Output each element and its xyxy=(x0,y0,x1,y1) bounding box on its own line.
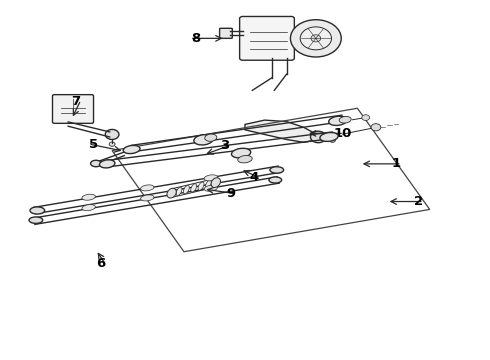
Circle shape xyxy=(311,131,326,143)
Ellipse shape xyxy=(194,135,213,145)
Ellipse shape xyxy=(320,132,338,141)
Text: 10: 10 xyxy=(334,127,352,140)
Text: 8: 8 xyxy=(191,32,200,45)
Ellipse shape xyxy=(183,185,189,194)
Ellipse shape xyxy=(213,179,219,187)
Text: 4: 4 xyxy=(250,171,259,184)
Ellipse shape xyxy=(270,167,284,173)
Ellipse shape xyxy=(211,178,220,188)
Circle shape xyxy=(362,115,369,121)
Text: 1: 1 xyxy=(392,157,401,170)
Ellipse shape xyxy=(339,116,351,123)
Text: 2: 2 xyxy=(414,195,423,208)
Ellipse shape xyxy=(191,184,196,192)
Ellipse shape xyxy=(29,217,43,224)
Ellipse shape xyxy=(269,177,282,183)
Ellipse shape xyxy=(123,145,140,154)
Text: 6: 6 xyxy=(96,257,105,270)
Ellipse shape xyxy=(99,160,115,168)
Ellipse shape xyxy=(169,189,174,197)
Ellipse shape xyxy=(204,185,218,191)
Ellipse shape xyxy=(198,182,204,190)
Circle shape xyxy=(371,124,381,131)
Ellipse shape xyxy=(167,188,176,198)
Ellipse shape xyxy=(204,175,218,181)
Ellipse shape xyxy=(82,204,96,211)
Ellipse shape xyxy=(82,194,96,200)
FancyBboxPatch shape xyxy=(240,17,294,60)
Circle shape xyxy=(311,35,321,42)
Circle shape xyxy=(330,138,335,142)
Ellipse shape xyxy=(231,148,251,158)
Ellipse shape xyxy=(205,180,211,189)
Ellipse shape xyxy=(141,185,154,191)
Text: 3: 3 xyxy=(220,139,229,152)
Text: 7: 7 xyxy=(72,95,81,108)
Ellipse shape xyxy=(30,207,45,214)
Ellipse shape xyxy=(329,116,347,125)
Ellipse shape xyxy=(141,195,154,201)
Ellipse shape xyxy=(205,134,217,141)
FancyBboxPatch shape xyxy=(52,95,94,123)
Circle shape xyxy=(291,20,341,57)
Ellipse shape xyxy=(238,156,252,163)
Polygon shape xyxy=(245,120,318,142)
Circle shape xyxy=(105,130,119,139)
Ellipse shape xyxy=(176,187,182,195)
FancyBboxPatch shape xyxy=(220,28,232,39)
Ellipse shape xyxy=(91,160,101,167)
Circle shape xyxy=(109,142,115,146)
Text: 5: 5 xyxy=(89,138,98,150)
Text: 9: 9 xyxy=(226,187,236,200)
Circle shape xyxy=(300,27,331,50)
